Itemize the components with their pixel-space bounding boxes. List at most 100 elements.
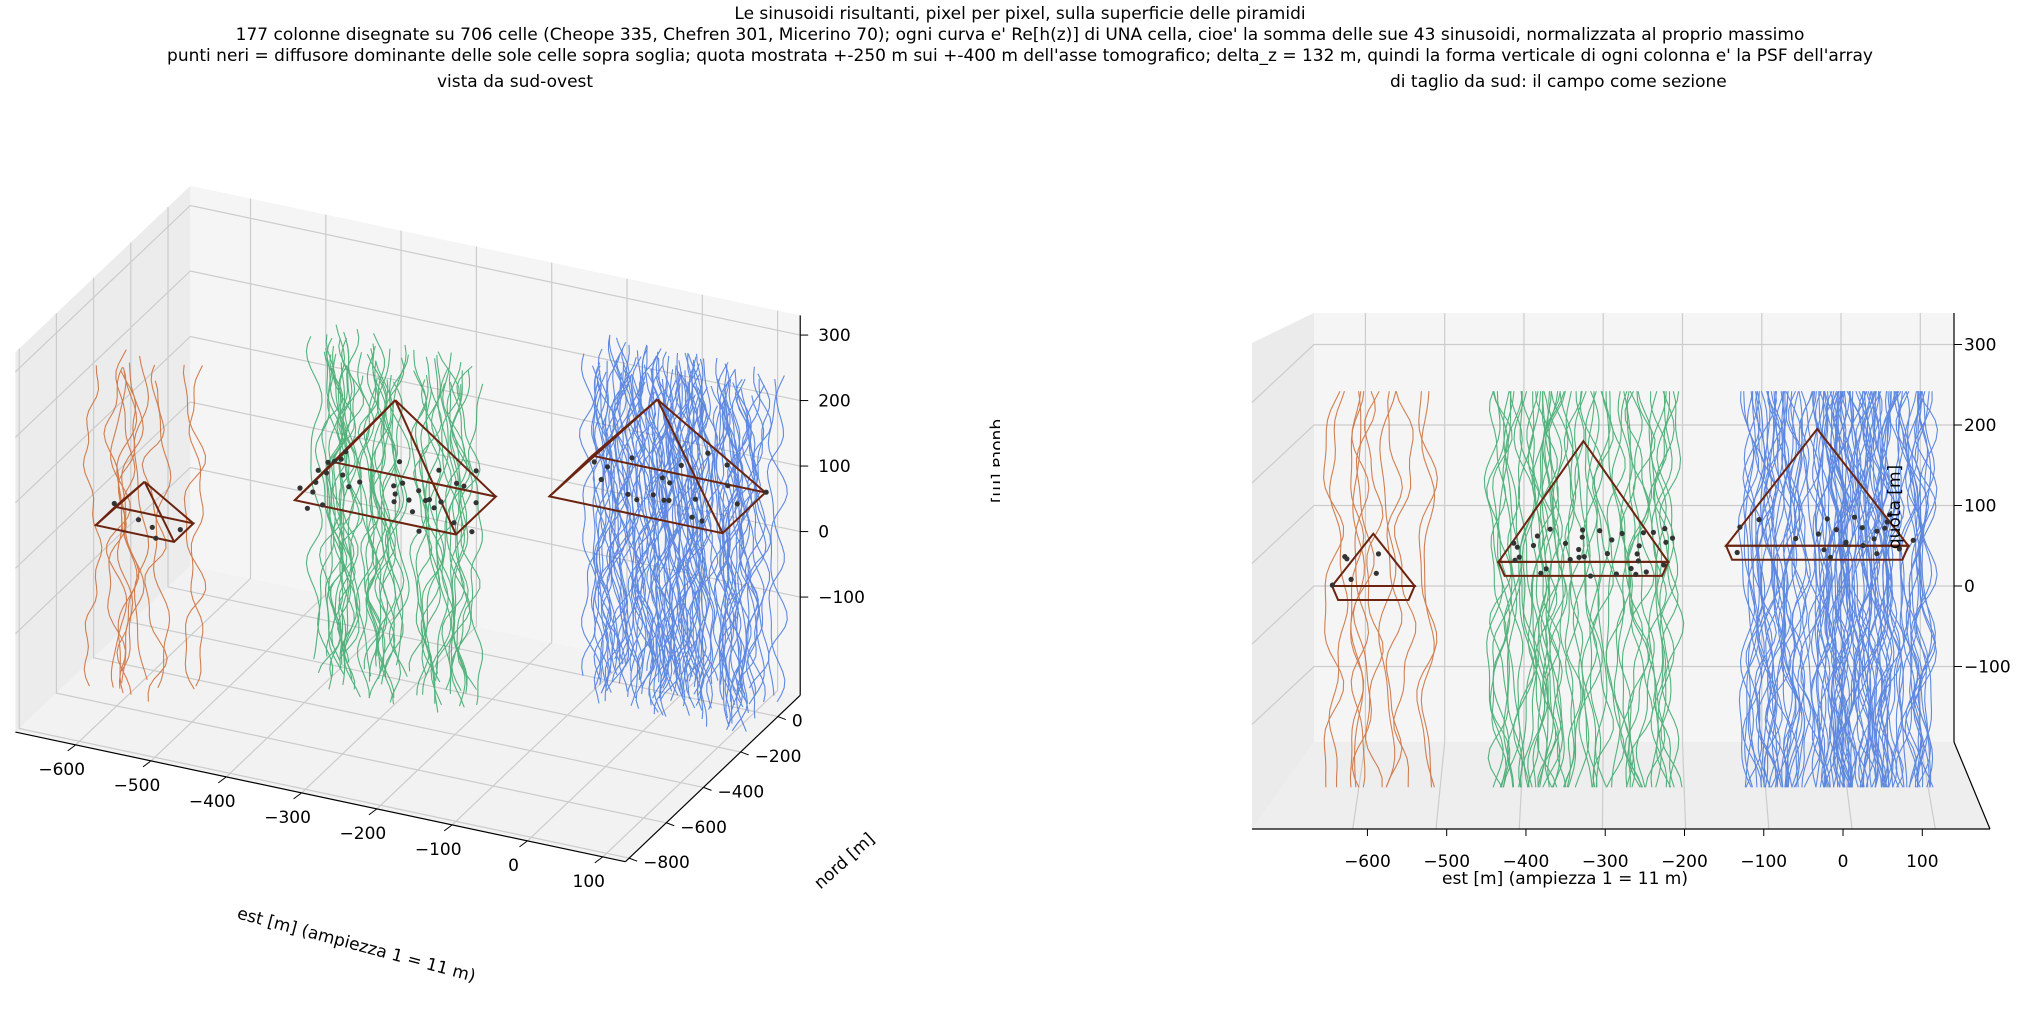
column-line [1656, 391, 1680, 788]
scatter-point [406, 497, 412, 503]
scatter-point [396, 459, 403, 465]
column-line [1549, 391, 1569, 788]
column-line [82, 365, 103, 687]
column-line [1917, 391, 1934, 788]
title-line-1: Le sinusoidi risultanti, pixel per pixel… [734, 4, 1306, 24]
scatter-point [315, 467, 321, 473]
column-line [1587, 391, 1602, 788]
column-line [1605, 391, 1626, 788]
x-tick-label: −300 [1582, 852, 1629, 872]
column-line [408, 349, 427, 672]
column-line [434, 358, 449, 681]
grid-floor [1681, 741, 1687, 830]
column-line [115, 349, 136, 672]
x-tick-label: −300 [264, 808, 311, 828]
column-line [1541, 391, 1567, 788]
title-line-3: punti neri = diffusore dominante delle s… [167, 46, 1873, 66]
column-line [616, 356, 641, 681]
column-line [621, 342, 646, 664]
scatter-point [340, 472, 346, 478]
column-line [325, 334, 344, 657]
scatter-point [391, 483, 397, 489]
scatter-point [338, 456, 344, 462]
floor-pane [1252, 742, 1990, 829]
scatter-point [1734, 549, 1740, 556]
column-line [718, 378, 739, 700]
series-cheope [1737, 390, 1939, 788]
column-line [1846, 391, 1865, 788]
column-line [697, 358, 712, 681]
column-line [693, 356, 710, 680]
scatter-point [1576, 554, 1582, 560]
column-line [1483, 391, 1504, 788]
column-line [1800, 390, 1827, 788]
scatter-point [1547, 526, 1553, 532]
column-line [1565, 391, 1580, 788]
grid-x [75, 198, 252, 746]
column-line [1351, 391, 1376, 788]
x-tick [293, 792, 302, 800]
scatter-point [1860, 542, 1866, 549]
column-line [724, 368, 743, 692]
scatter-point [1511, 540, 1517, 546]
column-line [182, 364, 207, 690]
column-line [1487, 391, 1513, 788]
x-tick-label: 0 [508, 856, 519, 876]
column-line [133, 355, 150, 681]
scatter-point [724, 462, 730, 468]
column-line [748, 366, 772, 689]
scatter-point [391, 499, 397, 505]
scatter-point [1609, 537, 1615, 543]
scatter-point [1793, 535, 1799, 542]
column-line [580, 353, 598, 676]
scatter-point [604, 464, 611, 470]
pyramid-micerino [93, 480, 196, 543]
column-line [342, 375, 364, 698]
z-tick-label: −100 [1964, 658, 2011, 678]
pyramid-edge [591, 398, 659, 457]
column-line [650, 365, 668, 689]
scatter-point [629, 455, 635, 461]
column-line [630, 374, 647, 699]
y-tick-label: 0 [792, 712, 803, 732]
column-line [339, 337, 364, 660]
column-line [1913, 390, 1939, 788]
scatter-point [431, 505, 437, 511]
scatter-point [1567, 556, 1573, 563]
scatter-point [1874, 551, 1880, 557]
column-line [1378, 391, 1397, 788]
z-tick-label: 200 [1964, 416, 1996, 436]
column-line [1782, 391, 1801, 788]
scatter-point [469, 529, 475, 535]
column-line [1788, 390, 1808, 788]
scatter-point [1634, 551, 1640, 557]
column-line [1617, 391, 1636, 788]
column-line [1502, 391, 1523, 788]
scatter-point [1516, 554, 1522, 560]
column-line [367, 343, 388, 667]
scatter-point [416, 488, 422, 494]
column-line [327, 345, 345, 670]
scatter-point [1512, 557, 1518, 563]
column-line [1767, 391, 1792, 788]
pyramid-edge [143, 480, 195, 525]
z-tick-label: 300 [1964, 336, 1996, 356]
column-line [1895, 391, 1910, 788]
column-line [1846, 391, 1862, 788]
column-line [1764, 391, 1784, 788]
column-line [1624, 390, 1651, 788]
scatter-point [1662, 526, 1668, 532]
column-line [338, 331, 353, 654]
column-line [716, 362, 744, 688]
scatter-point [1348, 576, 1354, 582]
column-line [741, 378, 767, 703]
scatter-point [400, 480, 406, 486]
scatter-point [678, 462, 684, 468]
column-line [594, 371, 612, 694]
z-axis-label: quota [m] [1885, 465, 1905, 549]
y-tick-label: −800 [643, 853, 690, 873]
column-line [596, 370, 620, 694]
scatter-point [705, 450, 711, 456]
scatter-point [1886, 512, 1893, 518]
scatter-point [1756, 517, 1762, 523]
